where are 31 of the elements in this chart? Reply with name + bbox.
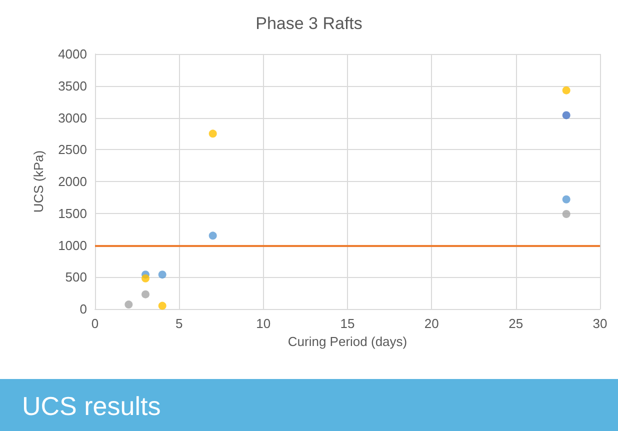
point <box>208 232 217 240</box>
y-tick-label: 2000 <box>58 174 87 189</box>
y-tick-label: 1000 <box>58 238 87 253</box>
point <box>562 111 570 120</box>
x-tick-label: 5 <box>176 316 183 331</box>
y-tick-label: 3000 <box>58 110 87 126</box>
y-tick-label: 0 <box>80 302 87 316</box>
y-tick-label: 1500 <box>58 206 87 221</box>
x-tick-label: 30 <box>592 316 608 331</box>
x-tick-label: 15 <box>340 316 355 331</box>
y-tick-label: 500 <box>65 270 87 285</box>
x-tick-label: 0 <box>91 316 99 331</box>
y-tick-label: 3500 <box>58 78 87 94</box>
chart-title: Phase 3 Rafts <box>256 14 362 33</box>
point <box>158 270 166 279</box>
x-tick-label: 25 <box>508 316 524 331</box>
point <box>142 274 150 282</box>
point <box>562 195 570 204</box>
point <box>208 130 217 138</box>
y-tick-label: 2500 <box>58 142 87 158</box>
point <box>562 86 570 94</box>
point <box>142 290 150 298</box>
y-axis-title: UCS (kPa) <box>31 150 46 213</box>
y-tick-label: 4000 <box>58 46 87 62</box>
point <box>562 210 570 218</box>
text: UCS results <box>22 391 161 421</box>
point <box>158 302 166 310</box>
x-axis-title: Curing Period (days) <box>288 334 408 349</box>
x-tick-label: 20 <box>424 316 439 331</box>
point <box>124 300 133 309</box>
x-tick-label: 10 <box>256 316 271 331</box>
